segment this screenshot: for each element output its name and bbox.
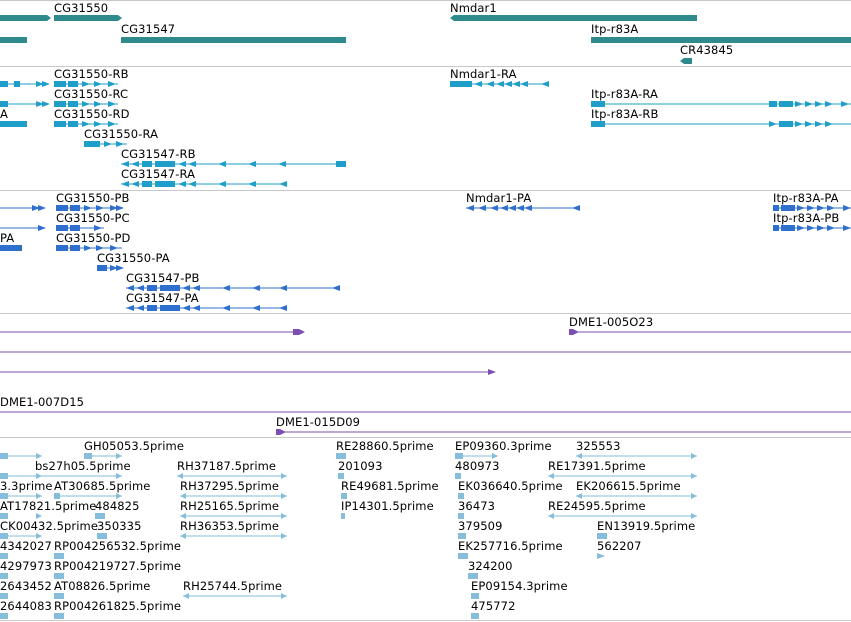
transcript-label[interactable]: Nmdar1-RA [450, 67, 517, 81]
transcript-label[interactable]: CG31550-RC [54, 87, 129, 101]
est-label[interactable]: RP004219727.5prime [54, 559, 182, 573]
transcript-label[interactable]: Itp-r83A-RA [591, 87, 658, 101]
est-label[interactable]: EK257716.5prime [458, 539, 563, 553]
est-label[interactable]: RH25744.5prime [183, 579, 283, 593]
est-label[interactable]: RE49681.5prime [341, 479, 439, 493]
transcript-label[interactable]: CG31550-RB [54, 67, 129, 81]
est-label[interactable]: 324200 [468, 559, 513, 573]
protein-label[interactable]: CG31550-PB [56, 191, 130, 205]
est-label[interactable]: RH25165.5prime [180, 499, 280, 513]
gene-label[interactable]: Nmdar1 [450, 1, 497, 15]
est-label[interactable]: RP004261825.5prime [54, 599, 182, 613]
gene-glyphs [0, 15, 851, 64]
clone-end[interactable] [276, 429, 286, 435]
est-label[interactable]: EP09154.3prime [471, 579, 568, 593]
clone-label[interactable]: DME1-005O23 [569, 315, 654, 329]
est-label[interactable]: 325553 [576, 439, 621, 453]
gene-Nmdar1[interactable] [450, 15, 697, 21]
track-separator [0, 620, 851, 621]
est-label[interactable]: RP004256532.5prime [54, 539, 182, 553]
est-label[interactable]: AT08826.5prime [54, 579, 151, 593]
est-label[interactable]: 201093 [338, 459, 383, 473]
est-label[interactable]: CK00432.5prime [0, 519, 99, 533]
est-label[interactable]: GH05053.5prime [84, 439, 185, 453]
est-label[interactable]: bs27h05.5prime [35, 459, 131, 473]
est-label[interactable]: 2643452 [0, 579, 52, 593]
clone-end[interactable] [488, 369, 496, 375]
track-separator [0, 66, 851, 67]
est-label[interactable]: 484825 [95, 499, 140, 513]
est-label[interactable]: AT17821.5prime [0, 499, 97, 513]
est-label[interactable]: 4297973 [0, 559, 52, 573]
gene-label[interactable]: CG31550 [54, 1, 109, 15]
protein-label[interactable]: CG31547-PB [126, 271, 200, 285]
protein-label[interactable]: Itp-r83A-PB [773, 211, 840, 225]
est-label[interactable]: EK206615.5prime [576, 479, 681, 493]
clone-end[interactable] [569, 329, 579, 335]
clone-glyphs [0, 329, 851, 435]
gene-CG31550[interactable] [54, 15, 122, 21]
protein-label[interactable]: CG31550-PA [97, 251, 170, 265]
est-label[interactable]: RE17391.5prime [548, 459, 646, 473]
gene-CG31547[interactable] [121, 37, 346, 43]
track-separator [0, 437, 851, 438]
est-label[interactable]: 36473 [458, 499, 496, 513]
est-label[interactable]: 3.3prime [0, 479, 53, 493]
gene-label[interactable]: CR43845 [680, 43, 734, 57]
est-label[interactable]: 562207 [597, 539, 642, 553]
est-label[interactable]: 475772 [471, 599, 516, 613]
gene-CR43845[interactable] [680, 58, 692, 64]
est-label[interactable]: 350335 [97, 519, 142, 533]
est-label[interactable]: RE28860.5prime [336, 439, 434, 453]
est-label[interactable]: RH37187.5prime [177, 459, 277, 473]
est-label[interactable]: EK036640.5prime [458, 479, 563, 493]
gene-CG31550-bar[interactable] [0, 37, 27, 43]
protein-label[interactable]: Itp-r83A-PA [773, 191, 839, 205]
est-label[interactable]: 4342027 [0, 539, 52, 553]
est-label[interactable]: IP14301.5prime [341, 499, 434, 513]
protein-label[interactable]: CG31550-PD [56, 231, 131, 245]
gene-label[interactable]: Itp-r83A [591, 22, 639, 36]
transcript-label[interactable]: Itp-r83A-RB [591, 107, 659, 121]
est-label[interactable]: 379509 [458, 519, 503, 533]
transcript-label[interactable]: CG31547-RB [121, 147, 196, 161]
est-label[interactable]: 2644083 [0, 599, 52, 613]
protein-label[interactable]: PA [0, 231, 15, 245]
protein-label[interactable]: Nmdar1-PA [466, 191, 532, 205]
transcript-label[interactable]: A [0, 107, 8, 121]
protein-label[interactable]: CG31550-PC [56, 211, 130, 225]
est-label[interactable]: RH36353.5prime [180, 519, 280, 533]
clone-label[interactable]: DME1-015D09 [276, 415, 361, 429]
est-label[interactable]: 480973 [455, 459, 500, 473]
transcript-label[interactable]: CG31547-RA [121, 167, 196, 181]
gene-Itp-r83A[interactable] [591, 37, 851, 43]
transcript-label[interactable]: CG31550-RA [84, 127, 159, 141]
track-separator [0, 190, 851, 191]
est-label[interactable]: AT30685.5prime [54, 479, 151, 493]
est-label[interactable]: EN13919.5prime [597, 519, 696, 533]
clone-end[interactable] [293, 329, 305, 335]
gene-label[interactable]: CG31547 [121, 22, 176, 36]
est-label[interactable]: RE24595.5prime [548, 499, 646, 513]
gene-CG31550[interactable] [0, 15, 51, 21]
clone-label[interactable]: DME1-007D15 [0, 395, 85, 409]
transcript-glyphs [0, 81, 851, 187]
track-separator [0, 0, 851, 1]
est-label[interactable]: RH37295.5prime [180, 479, 280, 493]
protein-glyphs [0, 205, 851, 311]
track-separator [0, 313, 851, 314]
protein-label[interactable]: CG31547-PA [126, 291, 199, 305]
est-label[interactable]: EP09360.3prime [455, 439, 552, 453]
transcript-label[interactable]: CG31550-RD [54, 107, 130, 121]
